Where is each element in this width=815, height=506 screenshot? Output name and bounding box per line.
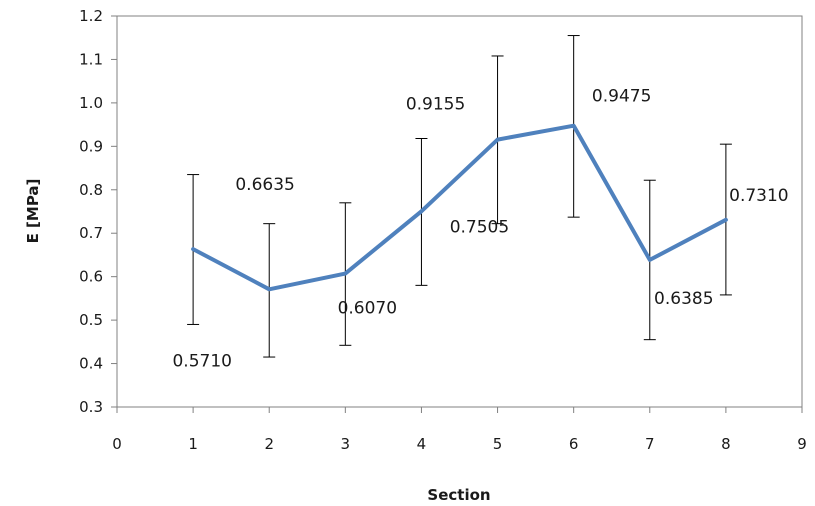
y-tick-label: 0.3 [79,398,103,416]
x-tick-label: 7 [645,435,655,453]
x-tick-label: 1 [188,435,198,453]
y-tick-label: 0.9 [79,137,103,155]
plot-border [116,15,803,408]
data-label: 0.6635 [235,175,294,195]
data-label: 0.6385 [654,289,713,309]
data-label: 0.5710 [172,351,231,371]
data-label: 0.6070 [338,299,397,319]
y-tick-label: 1.2 [79,7,103,25]
x-axis: 0 1 2 3 4 5 6 7 8 9 [112,407,807,453]
y-tick-label: 1.1 [79,50,103,68]
error-bars [187,35,732,358]
series-line [191,123,728,292]
y-tick-label: 0.5 [79,311,103,329]
x-tick-label: 9 [797,435,807,453]
data-labels: 0.6635 0.5710 0.6070 0.7505 0.9155 0.9475 0.63… [172,87,788,372]
y-tick-label: 1.0 [79,94,103,112]
data-label: 0.7505 [450,217,509,237]
x-tick-label: 4 [417,435,427,453]
data-label: 0.9155 [406,95,465,115]
x-tick-label: 0 [112,435,122,453]
x-tick-label: 6 [569,435,579,453]
y-axis-title: E [MPa] [24,179,42,244]
y-tick-label: 0.8 [79,181,103,199]
data-label: 0.9475 [592,87,651,107]
y-tick-label: 0.4 [79,355,103,373]
plot-area [116,15,803,408]
x-tick-label: 5 [493,435,503,453]
y-axis: 0.3 0.4 0.5 0.6 0.7 0.8 0.9 1.0 1.1 1.2 [79,7,117,416]
y-tick-label: 0.7 [79,224,103,242]
data-label: 0.7310 [729,186,788,206]
x-axis-title: Section [427,486,490,504]
x-tick-label: 3 [341,435,351,453]
series-line-group [191,123,728,292]
y-tick-label: 0.6 [79,268,103,286]
x-tick-label: 8 [721,435,731,453]
x-tick-label: 2 [264,435,274,453]
